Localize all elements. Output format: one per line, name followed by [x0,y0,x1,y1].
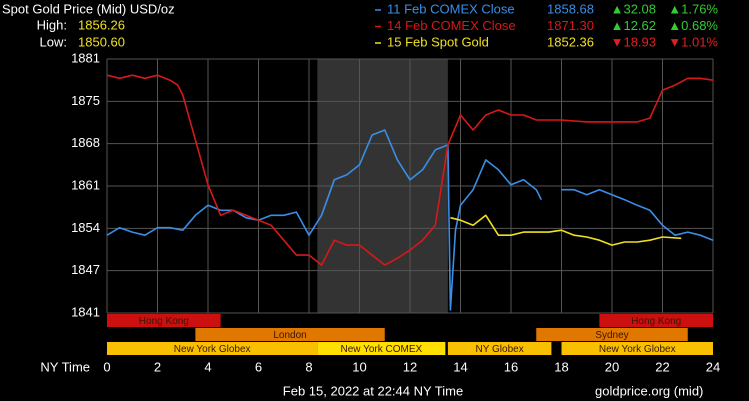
x-axis-label: NY Time [40,359,90,374]
y-tick-label: 1841 [71,304,100,319]
session-bar [447,342,552,355]
legend-close: 1871.30 [547,18,594,33]
x-tick-label: 24 [706,359,720,374]
session-label: Hong Kong [631,316,681,327]
x-tick-label: 18 [554,359,568,374]
x-tick-label: 14 [453,359,467,374]
legend-label: 14 Feb COMEX Close [387,18,516,33]
y-tick-label: 1847 [71,262,100,277]
price-line [450,214,682,246]
legend-change-pct: ▲1.76% [668,1,718,16]
timestamp: Feb 15, 2022 at 22:44 NY Time [283,383,463,398]
session-bar [195,328,385,341]
x-tick-label: 22 [655,359,669,374]
legend-close: 1858.68 [547,1,594,16]
stat-value: 1850.60 [78,34,125,49]
y-tick-label: 1854 [71,220,100,235]
stat-name: Low: [40,34,67,49]
session-bar [536,328,688,341]
session-label: Hong Kong [139,316,189,327]
x-tick-label: 12 [403,359,417,374]
legend-change: ▲32.08 [611,1,656,16]
x-tick-label: 16 [504,359,518,374]
legend-change: ▲12.62 [611,18,656,33]
y-tick-label: 1868 [71,135,100,150]
session-label: New York COMEX [340,344,422,355]
x-tick-label: 10 [352,359,366,374]
y-tick-label: 1875 [71,93,100,108]
y-tick-label: 1861 [71,177,100,192]
legend-label: 11 Feb COMEX Close [387,1,515,16]
session-label: Sydney [595,330,628,341]
x-tick-label: 20 [605,359,619,374]
session-label: New York Globex [599,344,676,355]
source: goldprice.org (mid) [595,383,703,398]
stat-name: High: [37,17,67,32]
x-tick-label: 0 [103,359,110,374]
legend-close: 1852.36 [547,34,594,49]
session-bar [107,314,221,327]
price-line [107,129,713,311]
legend-label: 15 Feb Spot Gold [387,34,489,49]
session-bar [107,342,318,355]
x-tick-label: 4 [204,359,211,374]
session-bar [317,342,446,355]
session-label: New York Globex [174,344,251,355]
session-label: NY Globex [476,344,524,355]
stat-value: 1856.26 [78,17,125,32]
session-bar [599,314,713,327]
x-tick-label: 8 [305,359,312,374]
legend-change-pct: ▼1.01% [668,34,718,49]
session-bar [561,342,713,355]
x-tick-label: 2 [154,359,161,374]
x-tick-label: 6 [255,359,262,374]
price-line [107,74,713,266]
chart-title: Spot Gold Price (Mid) USD/oz [2,1,175,16]
legend-change: ▼18.93 [611,34,656,49]
y-tick-label: 1881 [71,50,100,65]
session-label: London [273,330,306,341]
legend-change-pct: ▲0.68% [668,18,718,33]
